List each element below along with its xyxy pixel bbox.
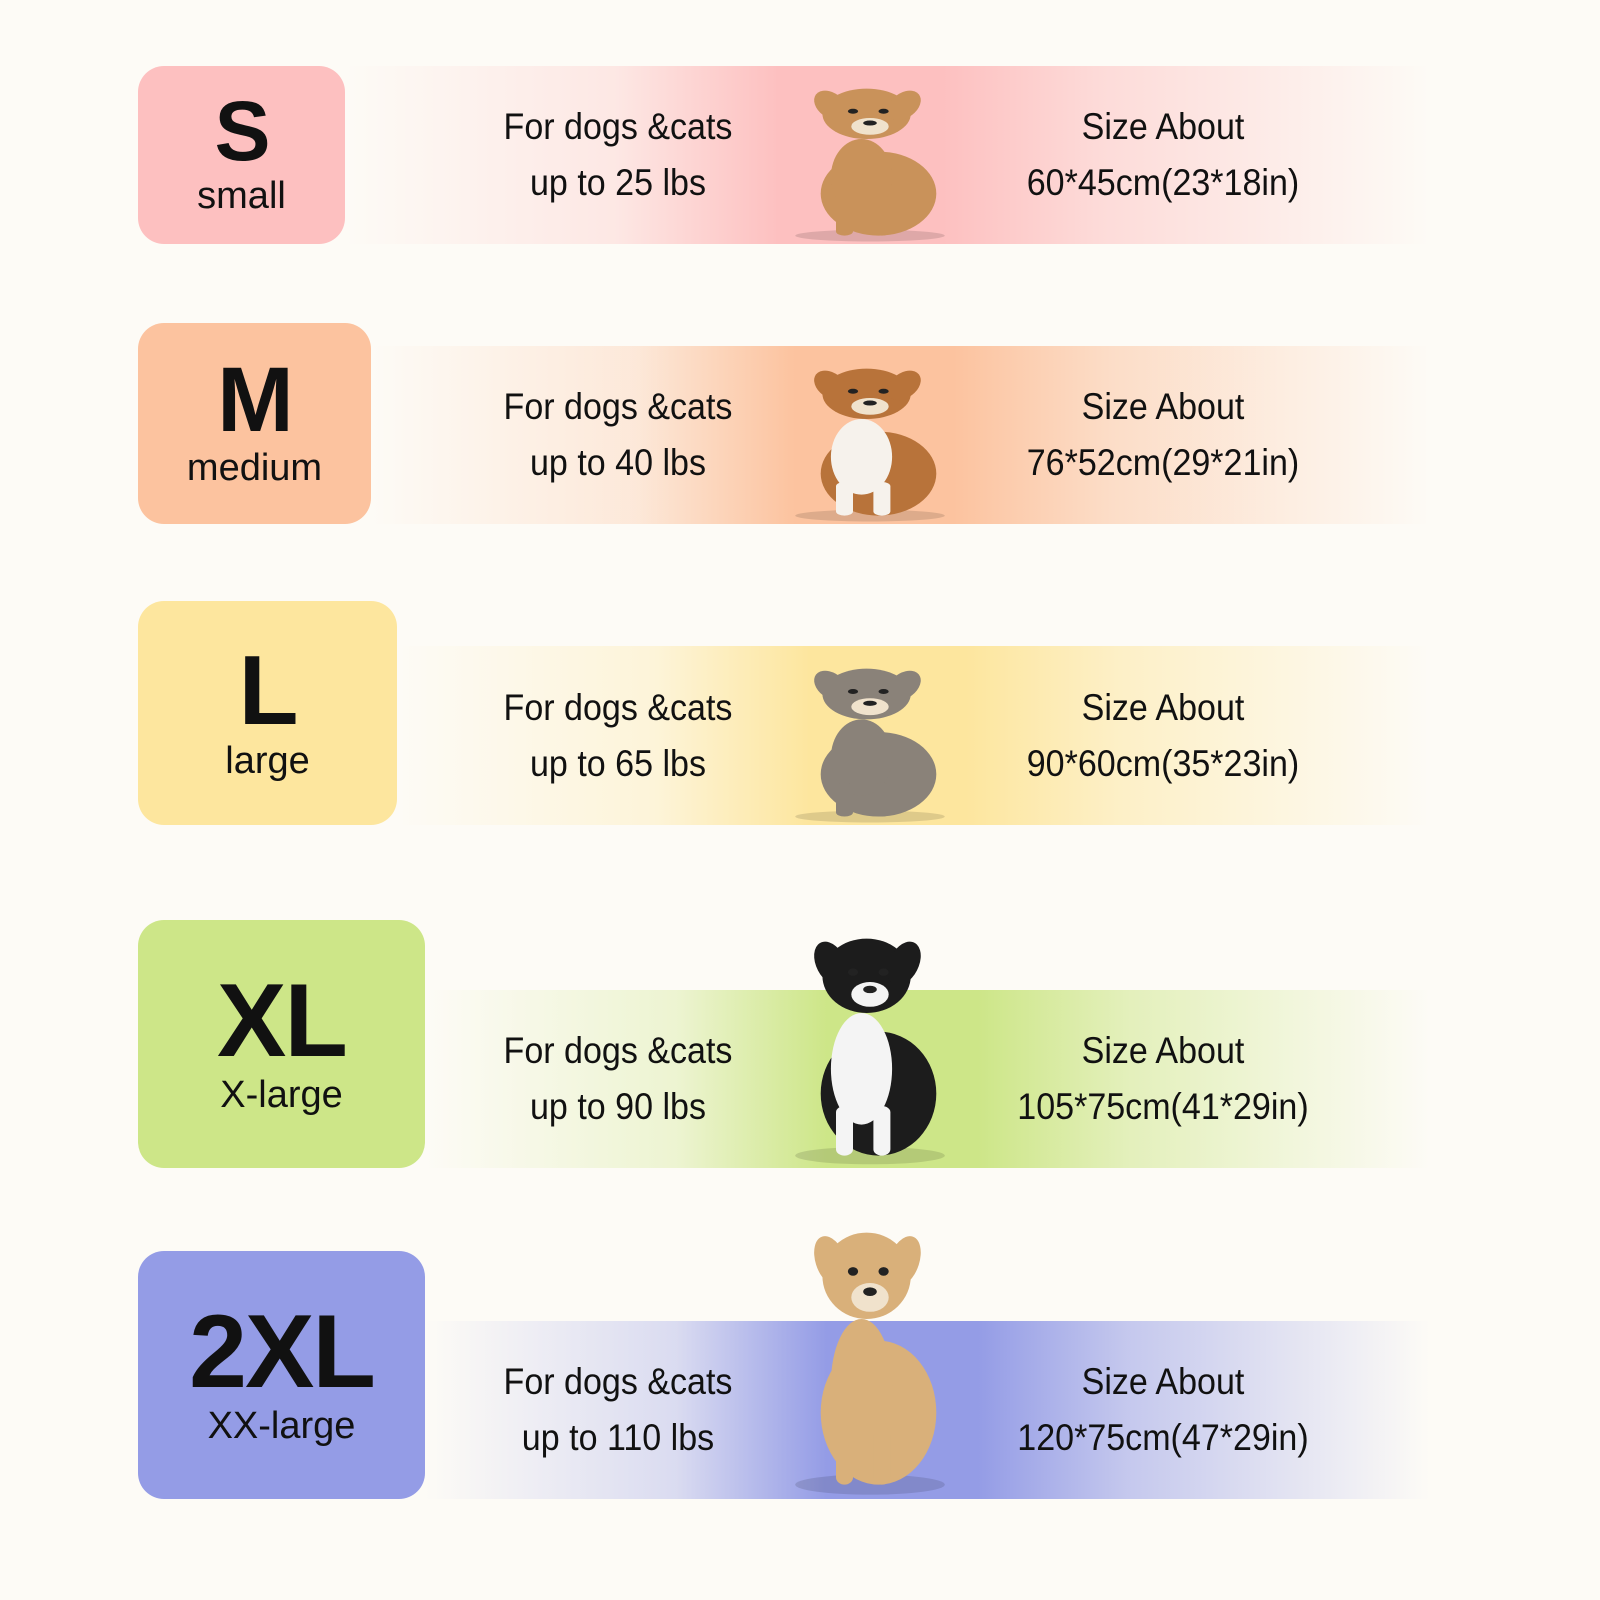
corgi-dog-icon <box>795 368 945 522</box>
size-title: Size About <box>1081 386 1245 427</box>
weight-text: For dogs &cats up to 90 lbs <box>425 1023 811 1135</box>
sheepdog-dog-icon <box>795 668 945 823</box>
dimension-text: Size About 60*45cm(23*18in) <box>970 99 1356 211</box>
weight-limit: up to 65 lbs <box>529 742 707 784</box>
size-badge: L large <box>138 601 397 825</box>
size-title: Size About <box>1081 1030 1245 1071</box>
size-name: small <box>197 175 286 217</box>
size-code: XL <box>217 962 348 1079</box>
size-value: 60*45cm(23*18in) <box>1026 162 1300 203</box>
size-name: X-large <box>220 1073 343 1116</box>
dimension-text: Size About 105*75cm(41*29in) <box>970 1023 1356 1135</box>
size-badge: 2XL XX-large <box>138 1251 425 1499</box>
pet-type: For dogs &cats <box>503 386 733 427</box>
pet-type: For dogs &cats <box>503 106 733 147</box>
size-badge: M medium <box>138 323 371 524</box>
weight-limit: up to 110 lbs <box>521 1417 715 1458</box>
dimension-text: Size About 120*75cm(47*29in) <box>970 1354 1356 1466</box>
size-value: 120*75cm(47*29in) <box>1017 1417 1309 1458</box>
pet-type: For dogs &cats <box>503 1030 733 1071</box>
size-value: 90*60cm(35*23in) <box>1026 742 1300 784</box>
poodle-dog-icon <box>795 88 945 242</box>
pet-type: For dogs &cats <box>503 1361 733 1402</box>
size-name: large <box>225 739 310 782</box>
border-collie-dog-icon <box>795 938 945 1165</box>
size-code: 2XL <box>189 1293 376 1410</box>
pet-type: For dogs &cats <box>503 686 733 728</box>
weight-limit: up to 90 lbs <box>529 1086 707 1127</box>
labrador-dog-icon <box>795 1232 945 1495</box>
size-badge: S small <box>138 66 345 244</box>
size-value: 105*75cm(41*29in) <box>1017 1086 1309 1127</box>
size-badge: XL X-large <box>138 920 425 1168</box>
size-title: Size About <box>1081 106 1245 147</box>
size-value: 76*52cm(29*21in) <box>1026 442 1300 483</box>
weight-text: For dogs &cats up to 65 lbs <box>425 680 811 792</box>
size-code: S <box>214 84 270 179</box>
weight-limit: up to 25 lbs <box>529 162 707 203</box>
weight-limit: up to 40 lbs <box>529 442 707 483</box>
size-name: medium <box>186 447 323 490</box>
dimension-text: Size About 76*52cm(29*21in) <box>970 379 1356 491</box>
size-name: XX-large <box>207 1404 356 1447</box>
dimension-text: Size About 90*60cm(35*23in) <box>970 680 1356 792</box>
size-code: M <box>217 348 294 451</box>
size-code: L <box>238 634 299 745</box>
weight-text: For dogs &cats up to 40 lbs <box>425 379 811 491</box>
weight-text: For dogs &cats up to 110 lbs <box>425 1354 811 1466</box>
weight-text: For dogs &cats up to 25 lbs <box>425 99 811 211</box>
size-title: Size About <box>1081 686 1245 728</box>
size-title: Size About <box>1081 1361 1245 1402</box>
